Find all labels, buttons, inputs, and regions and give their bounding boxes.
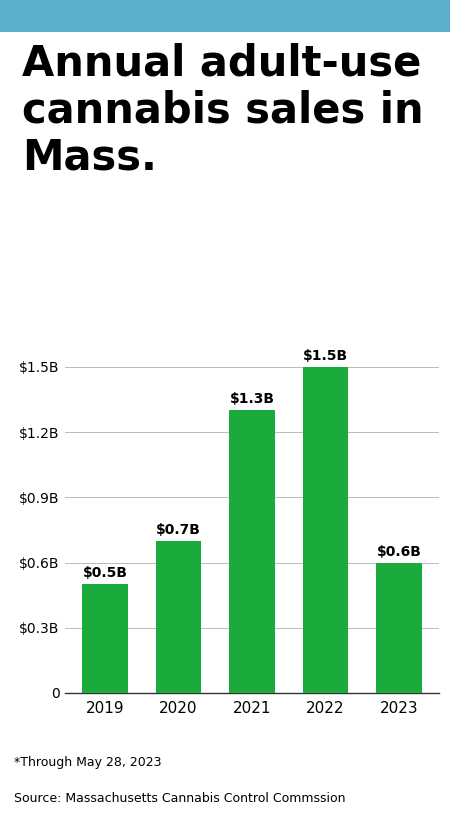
Text: *Through May 28, 2023: *Through May 28, 2023 bbox=[14, 756, 161, 769]
Bar bbox=[303, 367, 348, 693]
Text: Annual adult-use
cannabis sales in
Mass.: Annual adult-use cannabis sales in Mass. bbox=[22, 42, 424, 178]
Bar bbox=[156, 541, 201, 693]
Text: Source: Massachusetts Cannabis Control Commssion: Source: Massachusetts Cannabis Control C… bbox=[14, 792, 345, 805]
Text: $0.6B: $0.6B bbox=[377, 544, 422, 559]
Text: $1.3B: $1.3B bbox=[230, 392, 274, 407]
Bar bbox=[82, 585, 128, 693]
Text: $0.7B: $0.7B bbox=[156, 522, 201, 537]
Text: $0.5B: $0.5B bbox=[82, 566, 127, 580]
Bar bbox=[376, 563, 422, 693]
Text: $1.5B: $1.5B bbox=[303, 349, 348, 363]
Bar bbox=[229, 410, 275, 693]
